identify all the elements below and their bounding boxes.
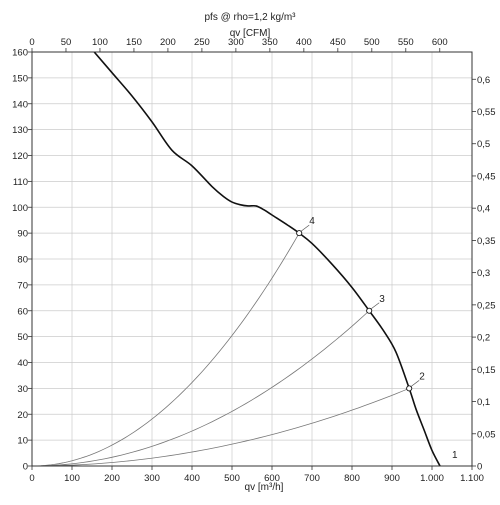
top-tick-label: 500	[364, 37, 380, 48]
x-tick-label: 1.000	[420, 473, 444, 484]
top-tick-label: 600	[432, 37, 448, 48]
top-tick-label: 350	[262, 37, 278, 48]
system-curve-2	[31, 388, 410, 467]
right-tick-label: 0,35	[477, 236, 496, 247]
y-tick-label: 110	[13, 177, 28, 188]
system-curve-3	[31, 310, 370, 467]
x-tick-label: 100	[64, 473, 80, 484]
point-leader-2	[410, 380, 420, 387]
grid	[31, 51, 473, 467]
top-tick-label: 0	[29, 37, 34, 48]
x-tick-label: 900	[384, 473, 400, 484]
top-axis-label: qv [CFM]	[230, 28, 271, 39]
right-tick-label: 0,55	[477, 107, 496, 118]
operating-points: 4 3 2 1	[296, 216, 458, 461]
y-tick-label: 60	[17, 306, 28, 317]
y-tick-label: 70	[17, 280, 28, 291]
right-tick-label: 0,15	[477, 365, 496, 376]
operating-point-3	[366, 307, 373, 314]
point-leader-4	[300, 224, 310, 232]
x-tick-label: 1.100	[460, 473, 484, 484]
top-tick-label: 150	[126, 37, 142, 48]
x-tick-label: 500	[224, 473, 240, 484]
right-tick-label: 0,2	[477, 333, 490, 344]
y-tick-label: 140	[12, 99, 28, 110]
x-tick-label: 200	[104, 473, 120, 484]
point-leader-3	[370, 302, 380, 310]
top-tick-label: 400	[296, 37, 312, 48]
operating-point-2	[406, 385, 413, 392]
point-label-4: 4	[309, 216, 315, 227]
x-tick-label: 600	[264, 473, 280, 484]
right-tick-label: 0,5	[477, 139, 490, 150]
top-tick-label: 300	[228, 37, 244, 48]
x-tick-label: 700	[304, 473, 320, 484]
right-tick-label: 0,3	[477, 268, 490, 279]
top-tick-label: 100	[92, 37, 108, 48]
chart-title: pfs @ rho=1,2 kg/m³	[204, 12, 296, 23]
system-curve-4	[31, 232, 300, 467]
y-tick-label: 0	[23, 462, 28, 473]
tick-labels: 0 100 200 300 400 500 600 700 800 900 1.000 1.10001…	[12, 37, 495, 484]
right-tick-label: 0,1	[477, 397, 490, 408]
right-tick-label: 0,45	[477, 171, 496, 182]
y-tick-label: 160	[12, 48, 28, 59]
x-tick-label: 0	[29, 473, 34, 484]
system-curves	[31, 232, 410, 467]
top-tick-label: 450	[330, 37, 346, 48]
y-tick-label: 40	[17, 358, 28, 369]
y-tick-label: 100	[12, 203, 28, 214]
right-tick-label: 0,25	[477, 300, 496, 311]
y-tick-label: 120	[12, 151, 28, 162]
x-tick-label: 400	[184, 473, 200, 484]
point-label-1: 1	[452, 450, 458, 461]
fan-curve-layer	[93, 52, 441, 466]
top-tick-label: 200	[160, 37, 176, 48]
y-tick-label: 10	[17, 436, 28, 447]
point-label-3: 3	[379, 294, 385, 305]
y-tick-label: 50	[17, 332, 28, 343]
y-tick-label: 150	[12, 73, 28, 84]
x-axis-label: qv [m³/h]	[245, 482, 284, 493]
top-tick-label: 50	[61, 37, 72, 48]
y-tick-label: 30	[17, 384, 28, 395]
operating-point-4	[296, 230, 303, 237]
right-tick-label: 0,4	[477, 204, 490, 215]
right-tick-label: 0	[477, 462, 482, 473]
x-tick-label: 300	[144, 473, 160, 484]
point-label-2: 2	[419, 371, 425, 382]
top-tick-label: 550	[398, 37, 414, 48]
y-tick-label: 80	[17, 255, 28, 266]
top-tick-label: 250	[194, 37, 210, 48]
plot-frame	[28, 48, 476, 470]
right-tick-label: 0,6	[477, 75, 490, 86]
y-tick-label: 20	[17, 410, 28, 421]
y-tick-label: 90	[17, 229, 28, 240]
plot-border	[31, 51, 473, 467]
x-tick-label: 800	[344, 473, 360, 484]
fan-curve	[93, 52, 441, 466]
y-tick-label: 130	[12, 125, 28, 136]
right-tick-label: 0,05	[477, 429, 496, 440]
